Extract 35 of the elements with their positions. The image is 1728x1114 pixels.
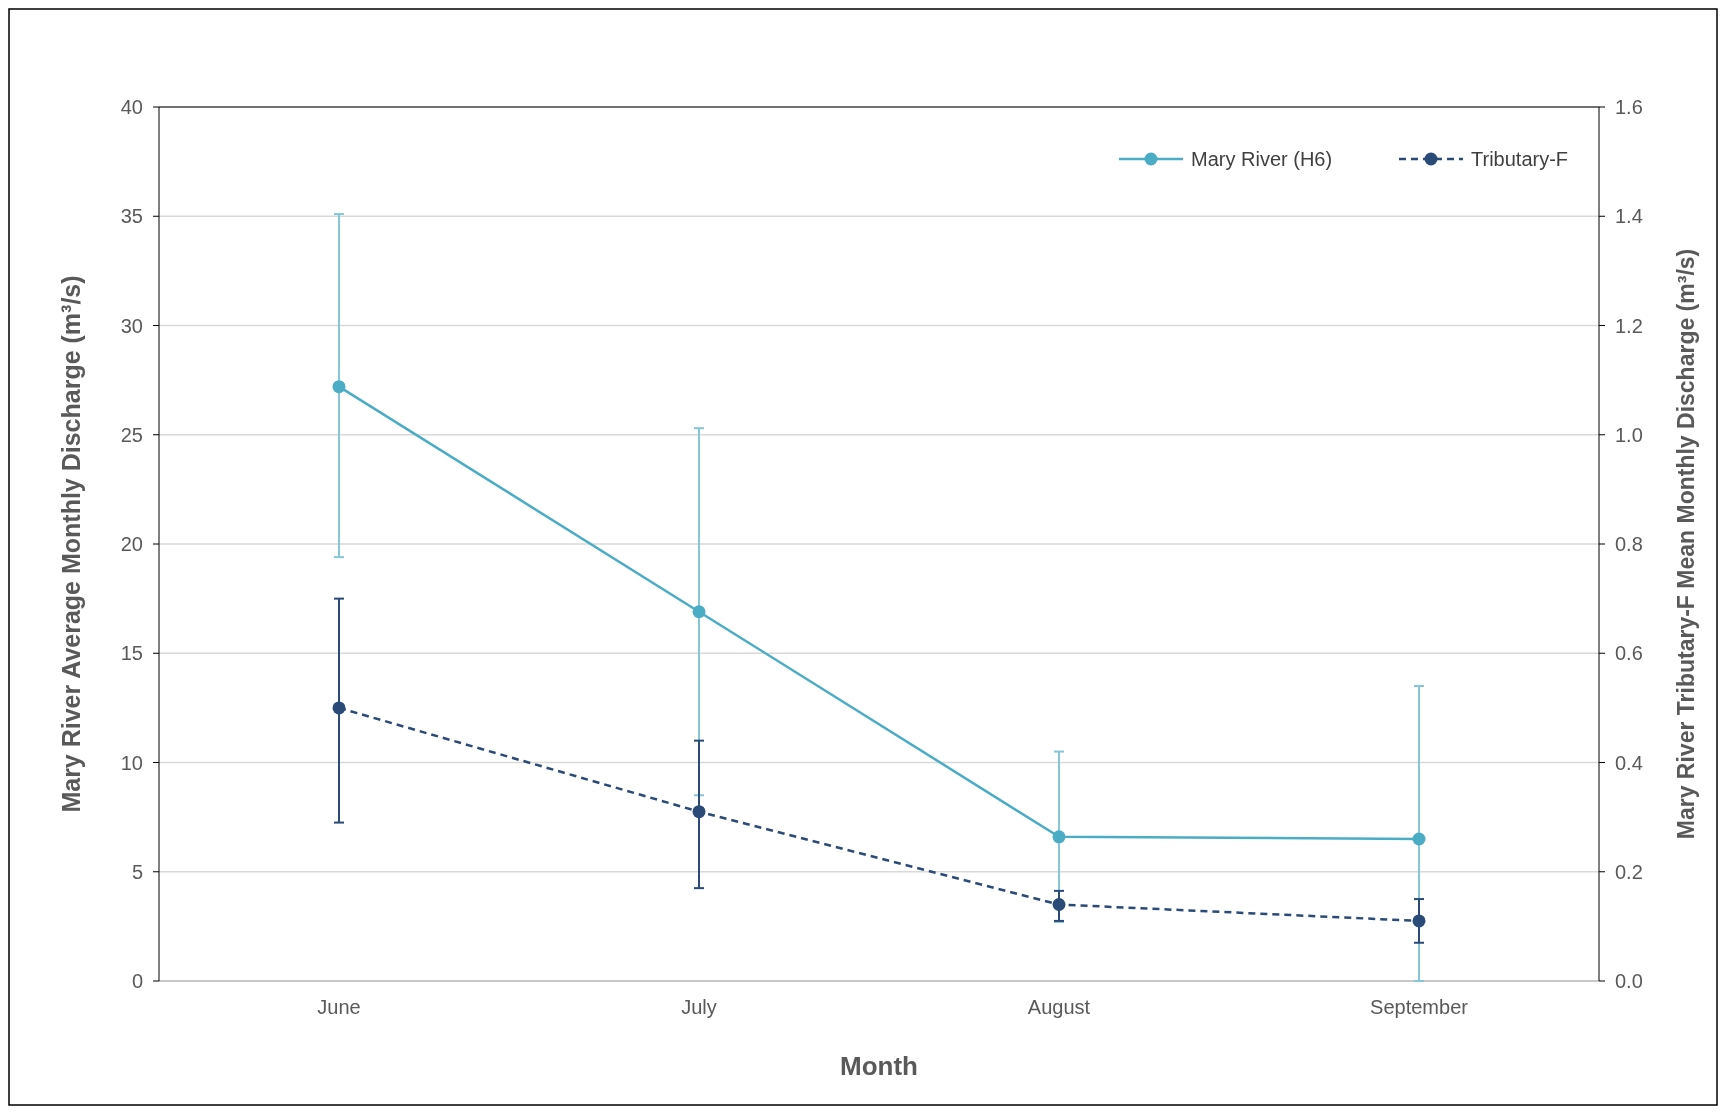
point bbox=[692, 605, 706, 619]
y2-tick-label: 0.0 bbox=[1615, 970, 1643, 992]
x-tick-label: July bbox=[681, 996, 717, 1018]
y-axis-title: Mary River Average Monthly Discharge (m³/s) bbox=[57, 275, 85, 813]
point bbox=[1052, 830, 1066, 844]
point bbox=[1412, 914, 1426, 928]
y2-tick-label: 0.8 bbox=[1615, 533, 1643, 555]
legend-label: Tributary-F bbox=[1471, 148, 1569, 170]
legend-label: Mary River (H6) bbox=[1191, 148, 1333, 170]
y-tick-label: 20 bbox=[120, 533, 143, 555]
x-tick-label: September bbox=[1370, 996, 1469, 1018]
y2-tick-label: 0.6 bbox=[1615, 642, 1643, 665]
y2-tick-label: 0.4 bbox=[1615, 751, 1643, 774]
y2-tick-label: 1.0 bbox=[1615, 423, 1643, 446]
y2-tick-label: 1.4 bbox=[1615, 205, 1643, 228]
y-tick-label: 10 bbox=[120, 751, 143, 774]
x-tick-label: June bbox=[317, 996, 361, 1018]
point bbox=[1412, 832, 1426, 846]
y-tick-label: 35 bbox=[120, 205, 143, 228]
y-tick-label: 15 bbox=[120, 642, 143, 665]
point bbox=[1052, 898, 1066, 912]
y2-tick-label: 1.6 bbox=[1615, 96, 1643, 118]
y-tick-label: 5 bbox=[131, 860, 143, 883]
point bbox=[332, 380, 346, 394]
y2-tick-label: 0.2 bbox=[1615, 860, 1643, 883]
x-axis-title: Month bbox=[840, 1051, 918, 1081]
point bbox=[332, 701, 346, 715]
y2-axis-title: Mary River Tributary-F Mean Monthly Discharge (m³/s) bbox=[1673, 248, 1699, 840]
y-tick-label: 0 bbox=[131, 970, 143, 992]
y2-tick-label: 1.2 bbox=[1615, 314, 1643, 337]
y-tick-label: 30 bbox=[120, 314, 143, 337]
x-tick-label: August bbox=[1027, 996, 1091, 1018]
point bbox=[692, 805, 706, 819]
y-tick-label: 40 bbox=[120, 96, 143, 118]
y-tick-label: 25 bbox=[120, 423, 143, 446]
